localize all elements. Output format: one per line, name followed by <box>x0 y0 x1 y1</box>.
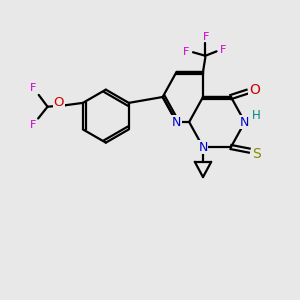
Text: F: F <box>30 120 36 130</box>
Text: N: N <box>198 141 208 154</box>
Text: H: H <box>252 109 260 122</box>
Text: O: O <box>53 96 64 110</box>
Text: O: O <box>249 83 260 97</box>
Text: S: S <box>252 146 261 161</box>
Text: N: N <box>172 116 181 128</box>
Text: N: N <box>240 116 250 128</box>
Text: F: F <box>220 45 226 55</box>
Text: F: F <box>183 47 190 57</box>
Text: F: F <box>30 83 37 94</box>
Text: F: F <box>203 32 209 42</box>
